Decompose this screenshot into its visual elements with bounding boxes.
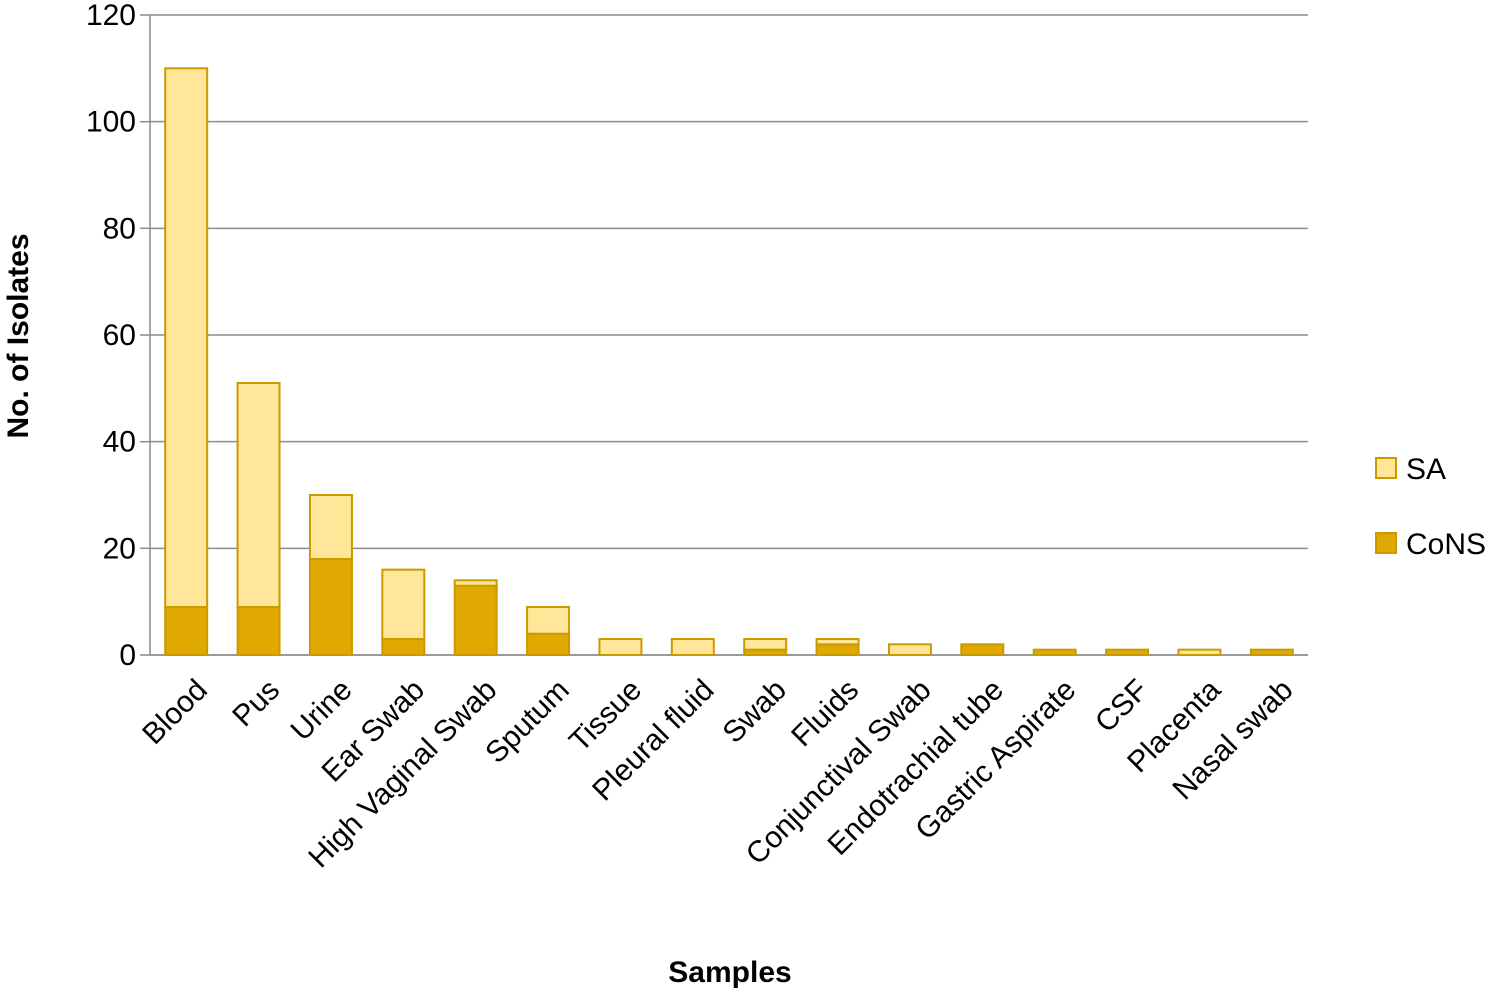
bar-cons-sputum (526, 632, 571, 657)
bar-cons-fluids (815, 643, 860, 656)
legend-swatch-sa (1375, 457, 1397, 479)
bar-sa-swab (743, 638, 788, 651)
y-axis-title: No. of Isolates (2, 233, 35, 438)
bars (164, 67, 1294, 657)
bar-sa-sputum (526, 606, 571, 635)
y-tick-label: 0 (119, 639, 136, 672)
bar-cons-ear-swab (381, 638, 426, 656)
bar-cons-urine (308, 558, 353, 656)
y-tick-label: 100 (86, 106, 136, 139)
bar-sa-fluids (815, 638, 860, 646)
x-tick-label: Pus (226, 673, 286, 733)
bar-cons-nasal-swab (1249, 648, 1294, 657)
y-tick-label: 80 (103, 212, 136, 245)
bar-cons-gastric-aspirate (1032, 648, 1077, 657)
bar-sa-urine (308, 494, 353, 560)
y-tick-label: 60 (103, 319, 136, 352)
y-tick-label: 120 (86, 0, 136, 32)
bar-sa-pus (236, 382, 281, 608)
y-axis-ticks: 0 20 40 60 80 100 120 (86, 0, 136, 672)
legend-label-sa: SA (1406, 453, 1446, 486)
bar-cons-blood (164, 606, 209, 656)
x-tick-label: CSF (1089, 673, 1155, 739)
bar-cons-csf (1105, 648, 1150, 657)
bar-sa-ear-swab (381, 568, 426, 641)
y-tick-label: 20 (103, 532, 136, 565)
bar-sa-high-vaginal-swab (453, 579, 498, 587)
bar-cons-pus (236, 606, 281, 656)
legend-swatch-cons (1375, 532, 1397, 554)
x-tick-label: Swab (716, 673, 792, 749)
legend-label-cons: CoNS (1406, 528, 1486, 561)
y-tick-label: 40 (103, 426, 136, 459)
bar-cons-endotrachial-tube (960, 643, 1005, 656)
x-tick-label: Blood (136, 673, 214, 751)
bar-sa-pleural-fluid (670, 638, 715, 656)
x-axis-title: Samples (668, 956, 791, 989)
bar-cons-high-vaginal-swab (453, 584, 498, 657)
bar-sa-blood (164, 67, 209, 609)
bar-sa-tissue (598, 638, 643, 656)
legend: SA CoNS (1375, 453, 1486, 561)
bar-sa-placenta (1177, 648, 1222, 657)
bar-sa-conjunctival-swab (887, 643, 932, 656)
